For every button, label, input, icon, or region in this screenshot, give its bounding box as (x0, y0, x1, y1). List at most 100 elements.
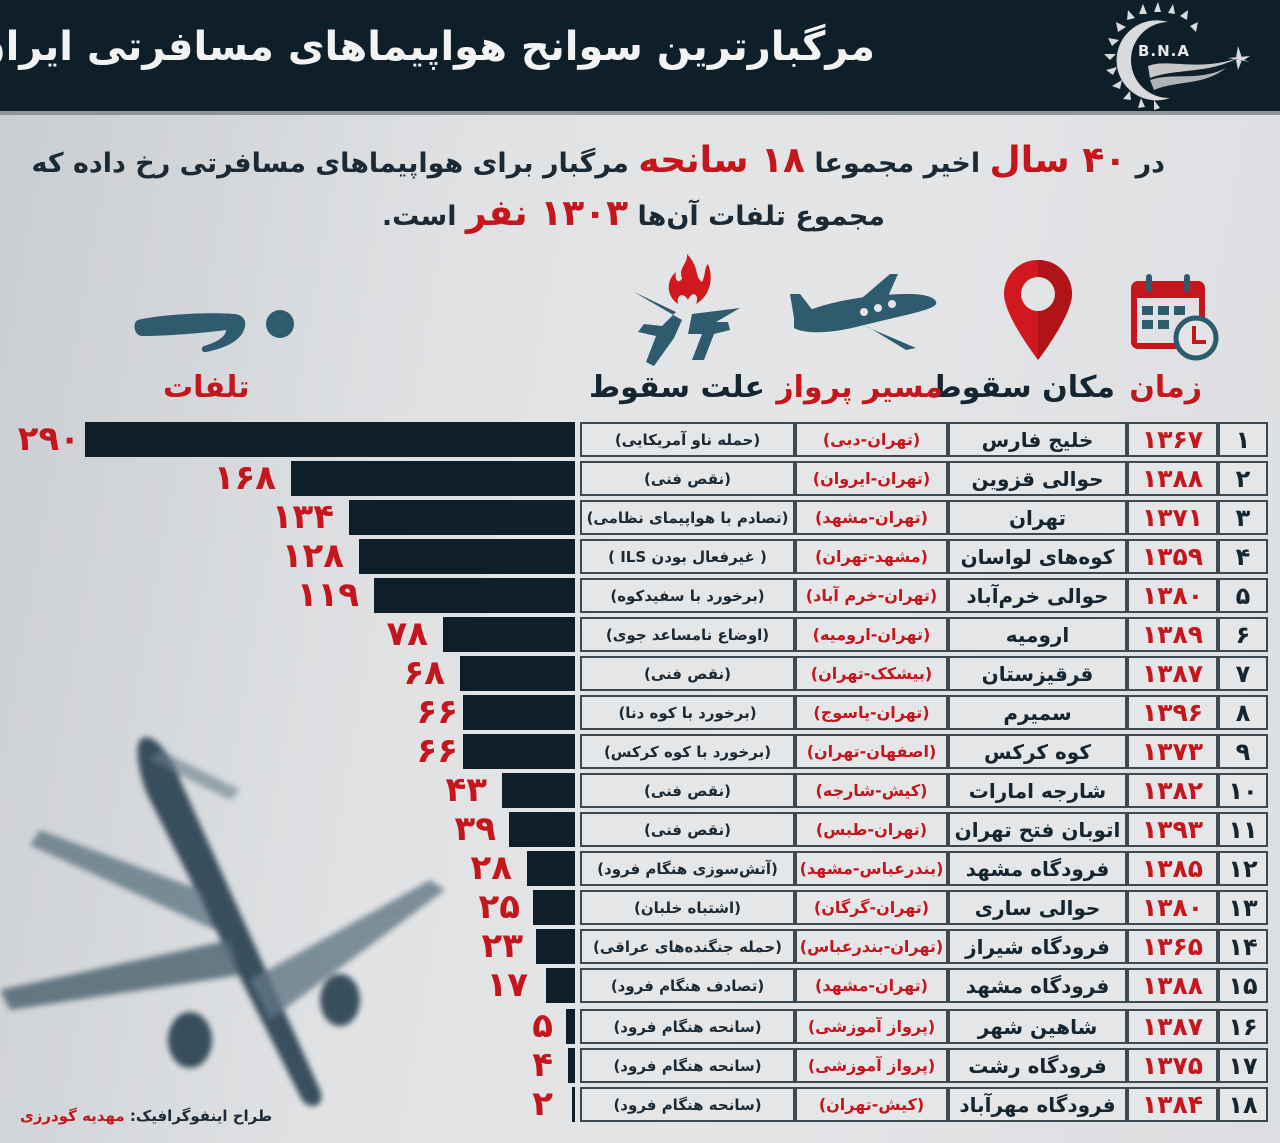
row-cause: (سانحه هنگام فرود) (580, 1009, 795, 1044)
bar-value: ۴ (532, 1045, 553, 1085)
row-index: ۴ (1218, 539, 1268, 574)
row-place: اتوبان فتح تهران (948, 812, 1127, 847)
row-year: ۱۳۸۰ (1127, 578, 1218, 613)
row-year: ۱۳۸۴ (1127, 1087, 1218, 1122)
row-route: (پرواز آموزشی) (795, 1048, 948, 1083)
row-cause: ( غیرفعال بودن ILS ) (580, 539, 795, 574)
credit-label: طراح اینفوگرافیک: (124, 1107, 273, 1125)
bar-row-5 (374, 578, 575, 613)
row-place: حوالی قزوین (948, 461, 1127, 496)
table-row: ۱۵ ۱۳۸۸ فرودگاه مشهد (تهران-مشهد) (تصادف… (580, 968, 1268, 1003)
logo-text: B.N.A (1138, 42, 1190, 60)
bar-value: ۶۸ (403, 653, 445, 693)
bar-value: ۶۶ (416, 731, 458, 771)
row-place: حوالی خرم‌آباد (948, 578, 1127, 613)
bar-row-17 (568, 1048, 575, 1083)
row-route: (بندرعباس-مشهد) (795, 851, 948, 886)
table-row: ۹ ۱۳۷۳ کوه کرکس (اصفهان-تهران) (برخورد ب… (580, 734, 1268, 769)
row-route: (تهران-خرم آباد) (795, 578, 948, 613)
row-year: ۱۳۸۷ (1127, 656, 1218, 691)
falling-plane-photo (0, 720, 470, 1120)
row-route: (بیشکک-تهران) (795, 656, 948, 691)
bar-value: ۱۱۹ (296, 575, 359, 615)
column-header-cause: علت سقوط (588, 370, 765, 405)
calendar-clock-icon (1128, 270, 1220, 366)
row-place: ارومیه (948, 617, 1127, 652)
bar-value: ۲۹۰ (17, 419, 80, 459)
row-cause: (نقص فنی) (580, 773, 795, 808)
bar-row-8 (463, 695, 575, 730)
row-year: ۱۳۵۹ (1127, 539, 1218, 574)
row-route: (کیش-شارجه) (795, 773, 948, 808)
row-route: (تهران-مشهد) (795, 968, 948, 1003)
page-title: مرگبارترین سوانح هواپیماهای مسافرتی ایرا… (0, 24, 875, 70)
row-cause: (اشتباه خلبان) (580, 890, 795, 925)
row-route: (تهران-طبس) (795, 812, 948, 847)
table-row: ۱۱ ۱۳۹۳ اتوبان فتح تهران (تهران-طبس) (نق… (580, 812, 1268, 847)
row-index: ۱۴ (1218, 929, 1268, 964)
bar-row-12 (527, 851, 575, 886)
row-index: ۶ (1218, 617, 1268, 652)
row-cause: (سانحه هنگام فرود) (580, 1087, 795, 1122)
bar-value: ۵ (532, 1006, 553, 1046)
row-place: کوه‌های لواسان (948, 539, 1127, 574)
bar-value: ۲۵ (478, 887, 520, 927)
row-route: (تهران-ارومیه) (795, 617, 948, 652)
bar-row-13 (533, 890, 575, 925)
row-index: ۱۸ (1218, 1087, 1268, 1122)
row-place: کوه کرکس (948, 734, 1127, 769)
row-year: ۱۳۸۸ (1127, 968, 1218, 1003)
highlight-accident-count: ۱۸ سانحه (638, 140, 805, 181)
row-year: ۱۳۸۲ (1127, 773, 1218, 808)
row-route: (پرواز آموزشی) (795, 1009, 948, 1044)
row-place: فرودگاه رشت (948, 1048, 1127, 1083)
row-year: ۱۳۶۷ (1127, 422, 1218, 457)
bar-value: ۳۹ (454, 809, 496, 849)
bar-value: ۱۳۴ (271, 497, 334, 537)
highlight-total-deaths: ۱۳۰۳ نفر (465, 193, 629, 234)
row-route: (مشهد-تهران) (795, 539, 948, 574)
row-year: ۱۳۶۵ (1127, 929, 1218, 964)
row-route: (تهران-ایروان) (795, 461, 948, 496)
row-place: فرودگاه مشهد (948, 851, 1127, 886)
intro-line-1: در ۴۰ سال اخیر مجموعا ۱۸ سانحه مرگبار بر… (0, 140, 1280, 181)
row-year: ۱۳۸۹ (1127, 617, 1218, 652)
table-row: ۱۸ ۱۳۸۴ فرودگاه مهرآباد (کیش-تهران) (سان… (580, 1087, 1268, 1122)
row-route: (تهران-مشهد) (795, 500, 948, 535)
intro-text: در (1126, 148, 1165, 179)
row-index: ۸ (1218, 695, 1268, 730)
row-place: قرقیزستان (948, 656, 1127, 691)
bar-row-2 (291, 461, 575, 496)
row-year: ۱۳۷۳ (1127, 734, 1218, 769)
row-cause: (برخورد با کوه کرکس) (580, 734, 795, 769)
row-index: ۱۰ (1218, 773, 1268, 808)
row-route: (تهران-یاسوج) (795, 695, 948, 730)
row-cause: (حمله ناو آمریکایی) (580, 422, 795, 457)
row-cause: (نقص فنی) (580, 461, 795, 496)
bar-row-16 (566, 1009, 575, 1044)
bar-value: ۱۶۸ (213, 458, 276, 498)
row-route: (تهران-دبی) (795, 422, 948, 457)
row-year: ۱۳۹۶ (1127, 695, 1218, 730)
row-place: فرودگاه مشهد (948, 968, 1127, 1003)
burning-plane-icon (632, 250, 742, 374)
row-cause: (سانحه هنگام فرود) (580, 1048, 795, 1083)
row-year: ۱۳۷۵ (1127, 1048, 1218, 1083)
map-pin-icon (1002, 258, 1074, 366)
row-route: (اصفهان-تهران) (795, 734, 948, 769)
bar-row-7 (460, 656, 575, 691)
table-row: ۴ ۱۳۵۹ کوه‌های لواسان (مشهد-تهران) ( غیر… (580, 539, 1268, 574)
column-header-place: مکان سقوط (930, 370, 1115, 405)
row-place: فرودگاه مهرآباد (948, 1087, 1127, 1122)
row-route: (تهران-گرگان) (795, 890, 948, 925)
row-index: ۵ (1218, 578, 1268, 613)
intro-line-2: مجموع تلفات آن‌ها ۱۳۰۳ نفر است. (0, 193, 1280, 234)
bar-value: ۱۷ (486, 965, 528, 1005)
row-cause: (تصادم با هواپیمای نظامی) (580, 500, 795, 535)
airplane-icon (790, 272, 940, 356)
row-place: تهران (948, 500, 1127, 535)
table-row: ۱۶ ۱۳۸۷ شاهین شهر (پرواز آموزشی) (سانحه … (580, 1009, 1268, 1044)
table-row: ۲ ۱۳۸۸ حوالی قزوین (تهران-ایروان) (نقص ف… (580, 461, 1268, 496)
bar-value: ۴۳ (445, 770, 487, 810)
bar-value: ۱۲۸ (281, 536, 344, 576)
